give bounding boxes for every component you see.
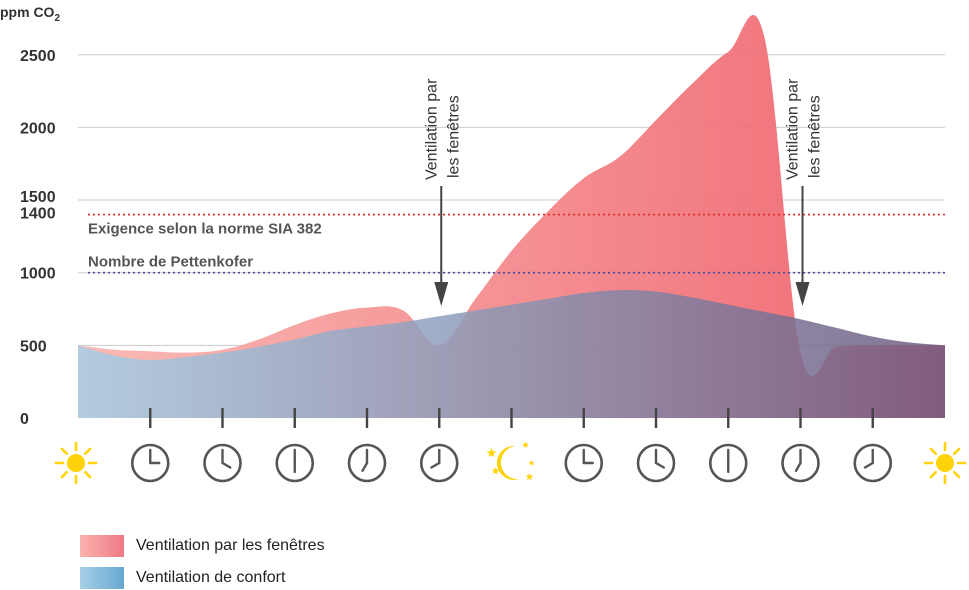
legend-label-comfort: Ventilation de confort (136, 569, 286, 586)
y-axis-unit-subscript: 2 (54, 13, 60, 24)
star (525, 473, 534, 481)
x-axis-markers (54, 408, 967, 485)
clock-icon (853, 443, 893, 483)
legend-swatch-comfort (80, 567, 124, 589)
annotation-2-line2: les fenêtres (807, 95, 824, 178)
star (522, 441, 529, 448)
clock-hour-hand (794, 461, 802, 472)
clock-hour-hand (221, 461, 232, 469)
reference-label-1000: Nombre de Pettenkofer (88, 254, 253, 271)
sun-ray (929, 470, 938, 479)
star (491, 467, 500, 475)
sun-ray (929, 447, 938, 456)
clock-icon (347, 443, 387, 483)
sun-ray (60, 470, 69, 479)
sun-icon (54, 441, 98, 485)
reference-label-1400: Exigence selon la norme SIA 382 (88, 221, 322, 238)
annotation-1-line1: Ventilation par (423, 78, 440, 180)
y-axis-unit: ppm CO2 (0, 4, 60, 24)
legend-item-windows: Ventilation par les fenêtres (80, 534, 325, 558)
legend-label-windows: Ventilation par les fenêtres (136, 537, 325, 554)
sun-ray (83, 470, 92, 479)
y-tick-label-0: 0 (20, 411, 29, 428)
clock-hour-hand (863, 461, 874, 469)
legend-item-comfort: Ventilation de confort (80, 566, 285, 590)
clock-icon (564, 443, 604, 483)
y-tick-label-500: 500 (20, 338, 47, 355)
moon-stars-icon (486, 441, 535, 481)
y-tick-label-1000: 1000 (20, 266, 56, 283)
clock-hour-hand (430, 461, 441, 469)
sun-icon (923, 441, 967, 485)
annotations: Ventilation par les fenêtres Ventilation p… (423, 78, 824, 306)
sun-ray (952, 470, 961, 479)
clock-icon (130, 443, 170, 483)
data-areas (78, 15, 945, 419)
clock-icon (419, 443, 459, 483)
annotation-2-line1: Ventilation par (785, 78, 802, 180)
annotation-1-line2: les fenêtres (445, 95, 462, 178)
sun-disc (67, 454, 85, 472)
annotation-2: Ventilation par les fenêtres (785, 78, 824, 306)
moon-crescent (496, 445, 520, 480)
sun-disc (936, 454, 954, 472)
sun-ray (83, 447, 92, 456)
clock-icon (203, 443, 242, 483)
y-tick-label-2500: 2500 (20, 48, 56, 65)
clock-icon (781, 443, 820, 483)
annotation-2-arrow-head (795, 282, 810, 306)
reference-lines: Exigence selon la norme SIA 382 Nombre de… (88, 213, 945, 274)
clock-icon (275, 443, 315, 483)
annotation-1: Ventilation par les fenêtres (423, 78, 462, 306)
legend-swatch-windows (80, 535, 124, 557)
y-tick-label-2000: 2000 (20, 120, 56, 137)
clock-icon (636, 443, 676, 483)
clock-hour-hand (361, 461, 369, 472)
clock-icon (708, 443, 748, 483)
clock-hour-hand (654, 461, 665, 469)
star (528, 460, 535, 466)
sun-ray (952, 447, 961, 456)
area-ventilation-confort (78, 290, 945, 418)
star (486, 448, 497, 457)
annotation-1-arrow-head (434, 282, 449, 306)
sun-ray (60, 447, 69, 456)
y-tick-label-1500: 1500 (20, 189, 56, 206)
y-tick-label-1400: 1400 (20, 206, 56, 223)
